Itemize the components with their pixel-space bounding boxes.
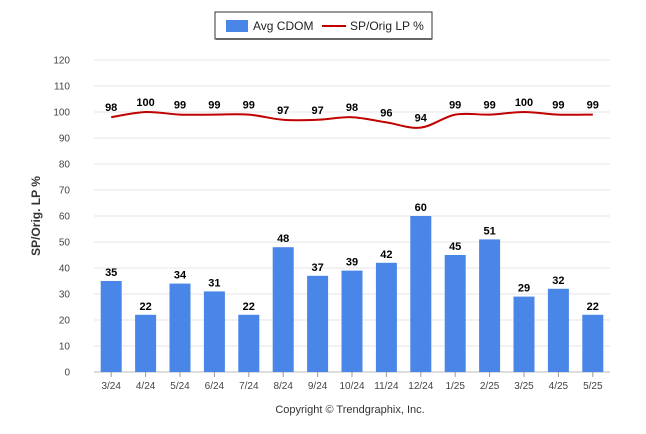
x-tick-label: 11/24: [374, 381, 399, 392]
line-value-label: 98: [105, 102, 117, 114]
line-value-labels: 98 100 99 99 99 97 97 98 96 94 99 99 100 99 99: [105, 97, 599, 125]
y-tick-label: 100: [53, 108, 70, 119]
line-value-label: 99: [449, 100, 461, 112]
sp-orig-lp-line: [111, 110, 593, 129]
bar: [444, 255, 466, 372]
line-value-label: 99: [174, 100, 186, 112]
x-tick-label: 8/24: [273, 381, 293, 392]
bar: [582, 314, 604, 372]
bar-value-label: 22: [587, 301, 599, 313]
line-value-label: 99: [483, 100, 495, 112]
line-value-label: 100: [136, 97, 154, 109]
y-tick-label: 50: [59, 238, 71, 249]
gridlines: [94, 59, 610, 373]
bar: [547, 288, 569, 372]
line-value-label: 99: [208, 100, 220, 112]
x-tick-label: 10/24: [339, 381, 364, 392]
x-tick-label: 1/25: [445, 381, 465, 392]
line-series: [111, 110, 593, 129]
line-value-label: 97: [311, 105, 323, 117]
bar: [375, 262, 397, 372]
y-axis-ticks: 0 10 20 30 40 50 60 70 80 90 100 110 120: [53, 56, 70, 379]
y-tick-label: 70: [59, 186, 71, 197]
x-axis-ticks: 3/24 4/24 5/24 6/24 7/24 8/24 9/24 10/24 11/24 12…: [101, 372, 603, 392]
bar-value-label: 51: [483, 225, 495, 237]
line-value-label: 94: [415, 113, 428, 125]
bar-value-label: 22: [243, 301, 255, 313]
bar: [513, 296, 535, 372]
y-tick-label: 10: [59, 342, 71, 353]
bar-value-labels: 35 22 34 31 22 48 37 39 42 60 45 51 29 32 22: [105, 202, 599, 313]
bar: [341, 270, 363, 372]
bar-value-label: 32: [552, 275, 564, 287]
bar-value-label: 35: [105, 267, 117, 279]
x-tick-label: 9/24: [308, 381, 328, 392]
bars: [100, 216, 604, 372]
bar: [203, 291, 225, 372]
bar: [307, 275, 329, 372]
legend: Avg CDOM SP/Orig LP %: [214, 11, 433, 40]
bar-value-label: 42: [380, 249, 392, 261]
bar: [100, 281, 122, 372]
legend-swatch-bar: [226, 20, 248, 32]
bar-value-label: 45: [449, 241, 461, 253]
line-value-label: 100: [515, 97, 533, 109]
bar-value-label: 48: [277, 233, 289, 245]
bar-value-label: 39: [346, 257, 358, 269]
x-tick-label: 5/25: [583, 381, 603, 392]
x-tick-label: 3/24: [101, 381, 121, 392]
y-tick-label: 0: [64, 368, 70, 379]
line-value-label: 97: [277, 105, 289, 117]
bar: [479, 239, 501, 372]
line-value-label: 98: [346, 102, 358, 114]
bar-value-label: 29: [518, 283, 530, 295]
y-tick-label: 60: [59, 212, 71, 223]
bar: [272, 247, 294, 372]
bar-value-label: 22: [139, 301, 151, 313]
y-tick-label: 30: [59, 290, 71, 301]
legend-label-line: SP/Orig LP %: [350, 19, 424, 33]
bar: [135, 314, 157, 372]
copyright-text: Copyright © Trendgraphix, Inc.: [275, 404, 424, 416]
line-value-label: 99: [552, 100, 564, 112]
x-tick-label: 3/25: [514, 381, 534, 392]
bar-value-label: 34: [174, 270, 187, 282]
line-value-label: 99: [587, 100, 599, 112]
x-tick-label: 12/24: [408, 381, 433, 392]
bar: [410, 216, 432, 372]
x-tick-label: 6/24: [205, 381, 225, 392]
x-tick-label: 2/25: [480, 381, 500, 392]
legend-label-bar: Avg CDOM: [253, 19, 313, 33]
x-tick-label: 4/25: [549, 381, 569, 392]
line-value-label: 96: [380, 107, 392, 119]
y-axis-title: SP/Orig. LP %: [29, 176, 43, 256]
y-tick-label: 110: [54, 82, 70, 93]
y-tick-label: 120: [53, 56, 70, 67]
x-tick-label: 5/24: [170, 381, 190, 392]
bar: [169, 283, 191, 372]
y-tick-label: 40: [59, 264, 71, 275]
x-tick-label: 7/24: [239, 381, 259, 392]
y-tick-label: 80: [59, 160, 71, 171]
line-value-label: 99: [243, 100, 255, 112]
bar-value-label: 37: [311, 262, 323, 274]
y-tick-label: 90: [59, 134, 71, 145]
bar-value-label: 60: [415, 202, 427, 214]
bar: [238, 314, 260, 372]
y-tick-label: 20: [59, 316, 71, 327]
bar-value-label: 31: [208, 277, 220, 289]
x-tick-label: 4/24: [136, 381, 156, 392]
